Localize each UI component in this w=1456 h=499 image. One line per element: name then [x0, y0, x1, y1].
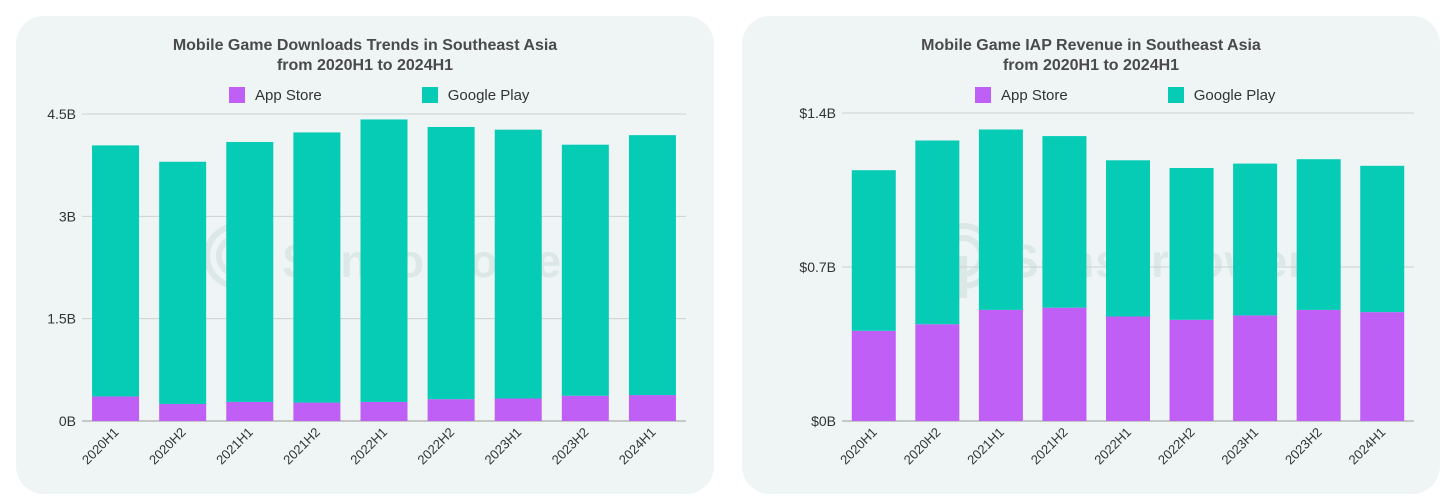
bar-google-play: [1169, 168, 1214, 320]
chart-legend: App Store Google Play: [975, 86, 1275, 104]
bar-google-play: [360, 119, 408, 402]
bar-app-store: [427, 399, 475, 421]
x-tick-label: 2022H2: [1155, 425, 1198, 468]
x-tick-label: 2023H2: [1282, 425, 1325, 468]
bar-app-store: [226, 401, 274, 421]
bar-app-store: [628, 395, 676, 421]
x-tick-label: 2024H1: [616, 425, 659, 468]
bar-google-play: [628, 135, 676, 396]
bar-google-play: [851, 170, 896, 331]
bar-app-store: [1296, 309, 1341, 421]
bar-google-play: [978, 129, 1023, 310]
x-tick-label: 2022H1: [1091, 425, 1134, 468]
bar-google-play: [226, 141, 274, 402]
bar-app-store: [360, 401, 408, 421]
legend-swatch-app-store: [975, 87, 991, 103]
bar-app-store: [1169, 319, 1214, 421]
y-tick-label: $1.4B: [799, 105, 836, 121]
x-tick-label: 2022H2: [414, 425, 457, 468]
bar-app-store: [1042, 307, 1087, 421]
bar-app-store: [159, 403, 207, 421]
x-tick-label: 2021H1: [964, 425, 1007, 468]
legend-swatch-google-play: [1167, 87, 1184, 103]
bar-google-play: [1360, 165, 1405, 313]
bar-google-play: [915, 140, 960, 325]
bar-google-play: [1233, 163, 1278, 316]
x-tick-label: 2022H1: [347, 425, 390, 468]
chart-title-line-1: Mobile Game IAP Revenue in Southeast Asi…: [921, 37, 1261, 54]
bar-google-play: [293, 132, 341, 403]
x-tick-label: 2024H1: [1346, 425, 1389, 468]
y-tick-label: 0B: [59, 413, 76, 429]
legend-label-google-play: Google Play: [447, 86, 530, 104]
bar-app-store: [1233, 315, 1278, 421]
y-tick-label: $0B: [811, 413, 836, 429]
legend-label-app-store: App Store: [255, 86, 322, 104]
x-tick-label: 2023H1: [1218, 425, 1261, 468]
chart-legend: App Store Google Play: [229, 86, 529, 104]
legend-item-app-store: App Store: [229, 87, 322, 104]
bar-google-play: [427, 126, 475, 400]
x-tick-label: 2021H2: [1028, 425, 1071, 468]
legend-label-google-play: Google Play: [1193, 86, 1276, 104]
legend-swatch-app-store: [229, 87, 245, 103]
chart-title-line-1: Mobile Game Downloads Trends in Southeas…: [172, 37, 558, 54]
x-tick-label: 2020H2: [901, 425, 944, 468]
legend-swatch-google-play: [421, 87, 438, 103]
bar-app-store: [1360, 312, 1405, 421]
bar-google-play: [159, 161, 207, 404]
bar-google-play: [494, 129, 542, 399]
downloads-bar-chart: 0B 1.5B 3B 4.5B 2020H1 2020H2 2021H1 2021H2 2022…: [47, 106, 686, 468]
bar-google-play: [1106, 160, 1150, 317]
x-tick-label: 2020H2: [146, 425, 189, 468]
x-tick-label: 2023H2: [549, 425, 592, 468]
x-tick-label: 2023H1: [482, 425, 525, 468]
bar-app-store: [561, 395, 609, 421]
bar-app-store: [293, 402, 341, 421]
y-tick-label: 3B: [59, 208, 76, 224]
y-tick-label: 4.5B: [47, 106, 76, 122]
bar-app-store: [494, 398, 542, 421]
bar-app-store: [915, 324, 960, 421]
y-tick-label: 1.5B: [47, 311, 76, 327]
bar-app-store: [92, 396, 140, 421]
bar-google-play: [561, 144, 609, 396]
bar-google-play: [92, 145, 140, 397]
bar-app-store: [978, 309, 1023, 421]
bar-google-play: [1042, 136, 1087, 308]
chart-title: Mobile Game IAP Revenue in Southeast Asi…: [742, 36, 1440, 76]
x-tick-label: 2021H1: [213, 425, 256, 468]
chart-title: Mobile Game Downloads Trends in Southeas…: [16, 36, 714, 76]
bar-app-store: [1106, 316, 1150, 421]
legend-item-google-play: Google Play: [1167, 86, 1276, 104]
chart-title-line-2: from 2020H1 to 2024H1: [1002, 57, 1180, 74]
bar-google-play: [1296, 159, 1341, 310]
chart-title-line-2: from 2020H1 to 2024H1: [276, 57, 454, 74]
revenue-chart-panel: Mobile Game IAP Revenue in Southeast Asi…: [742, 16, 1440, 494]
x-tick-label: 2021H2: [280, 425, 323, 468]
downloads-chart-panel: Mobile Game Downloads Trends in Southeas…: [16, 16, 714, 494]
bar-app-store: [851, 330, 896, 421]
revenue-bar-chart: $0B $0.7B $1.4B 2020H1 2020H2 2021H1 2021H2 202…: [799, 105, 1414, 468]
x-tick-label: 2020H1: [837, 425, 880, 468]
x-tick-label: 2020H1: [79, 425, 122, 468]
y-tick-label: $0.7B: [799, 259, 836, 275]
legend-item-app-store: App Store: [975, 87, 1068, 104]
legend-label-app-store: App Store: [1001, 86, 1068, 104]
legend-item-google-play: Google Play: [421, 86, 530, 104]
